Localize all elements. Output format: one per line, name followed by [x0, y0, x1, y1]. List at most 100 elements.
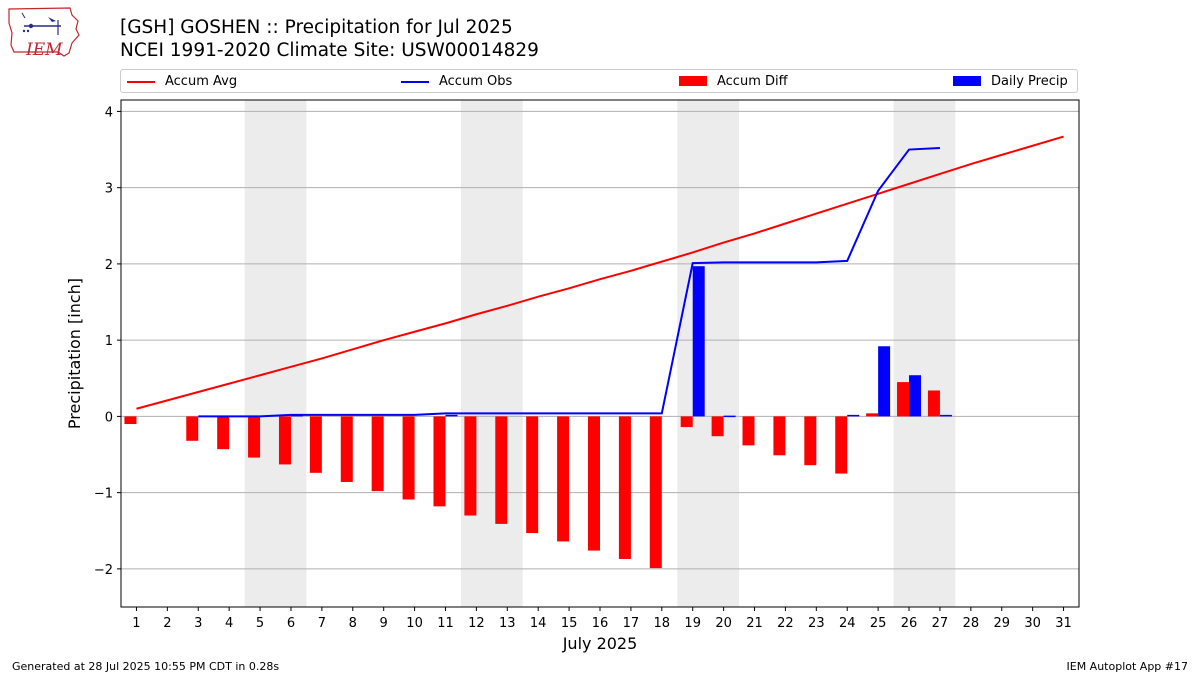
chart-subtitle: NCEI 1991-2020 Climate Site: USW00014829: [120, 40, 539, 61]
x-tick-label: 30: [1024, 616, 1041, 631]
legend-label: Daily Precip: [991, 74, 1068, 89]
accum-diff-bar: [124, 416, 137, 425]
accum-diff-bar: [248, 416, 261, 458]
x-tick-label: 25: [870, 616, 887, 631]
y-tick-label: −1: [94, 487, 113, 502]
accum-diff-bar: [680, 416, 693, 428]
x-tick-label: 19: [684, 616, 701, 631]
x-tick-label: 3: [194, 616, 202, 631]
x-tick-label: 13: [499, 616, 516, 631]
accum-diff-bar: [618, 416, 631, 559]
chart-title: [GSH] GOSHEN :: Precipitation for Jul 20…: [120, 17, 513, 38]
accum-diff-bar: [217, 416, 230, 450]
x-tick-label: 5: [256, 616, 264, 631]
accum-diff-bar: [742, 416, 755, 446]
legend-swatch-accum-avg: [127, 81, 155, 83]
x-tick-label: 10: [406, 616, 423, 631]
accum-diff-bar: [495, 416, 508, 524]
legend-item-accum-obs: Accum Obs: [401, 73, 601, 91]
accum-diff-bar: [927, 390, 940, 417]
x-tick-label: 9: [380, 616, 388, 631]
app-credit: IEM Autoplot App #17: [1066, 660, 1189, 673]
x-tick-label: 2: [163, 616, 171, 631]
x-tick-label: 8: [349, 616, 357, 631]
daily-precip-bar: [847, 414, 860, 417]
y-tick-label: 0: [105, 410, 113, 425]
x-tick-label: 28: [963, 616, 980, 631]
accum-diff-bar: [402, 416, 415, 500]
legend-item-accum-avg: Accum Avg: [127, 73, 327, 91]
accum-diff-bar: [464, 416, 477, 516]
accum-diff-bar: [649, 416, 662, 569]
legend-swatch-daily-precip: [953, 76, 981, 86]
accum-diff-bar: [835, 416, 848, 474]
accum-diff-bar: [866, 413, 879, 417]
x-tick-label: 18: [654, 616, 671, 631]
accum-diff-bar: [278, 416, 291, 465]
legend-label: Accum Obs: [439, 74, 513, 89]
daily-precip-bar: [445, 414, 458, 417]
x-tick-label: 17: [623, 616, 640, 631]
y-tick-label: 1: [105, 334, 113, 349]
daily-precip-bar: [723, 415, 736, 418]
x-tick-label: 11: [437, 616, 454, 631]
accum-avg-line: [136, 135, 1064, 410]
accum-obs-line: [198, 147, 940, 418]
y-tick-label: 4: [105, 105, 113, 120]
y-tick-label: −2: [94, 563, 113, 578]
x-tick-label: 31: [1055, 616, 1072, 631]
legend-label: Accum Diff: [717, 74, 788, 89]
iowa-map-icon: [8, 7, 80, 57]
daily-precip-bar: [692, 266, 705, 417]
weekend-band: [677, 100, 740, 607]
x-tick-label: 7: [318, 616, 326, 631]
x-tick-label: 15: [561, 616, 578, 631]
daily-precip-bar: [878, 346, 891, 417]
x-tick-label: 20: [715, 616, 732, 631]
accum-diff-bar: [557, 416, 570, 542]
daily-precip-bar: [939, 414, 952, 417]
accum-diff-bar: [340, 416, 353, 482]
x-tick-label: 23: [808, 616, 825, 631]
iem-logo: IEM: [6, 5, 82, 60]
accum-diff-bar: [588, 416, 600, 551]
weekend-band: [893, 100, 956, 607]
x-tick-label: 21: [746, 616, 763, 631]
weekend-band: [244, 100, 307, 607]
legend-label: Accum Avg: [165, 74, 238, 89]
x-tick-label: 29: [993, 616, 1010, 631]
logo-text: IEM: [26, 40, 63, 60]
x-tick-label: 22: [777, 616, 794, 631]
chart-legend: Accum Avg Accum Obs Accum Diff Daily Pre…: [120, 69, 1078, 93]
accum-diff-bar: [773, 416, 786, 456]
x-tick-label: 27: [932, 616, 949, 631]
y-axis-label: Precipitation [inch]: [65, 278, 84, 429]
x-tick-label: 26: [901, 616, 918, 631]
accum-diff-bar: [186, 416, 199, 441]
accum-diff-bar: [711, 416, 724, 437]
daily-precip-bar: [909, 375, 922, 417]
legend-swatch-accum-obs: [401, 81, 429, 83]
x-tick-label: 24: [839, 616, 856, 631]
x-tick-label: 1: [132, 616, 140, 631]
legend-item-accum-diff: Accum Diff: [679, 73, 879, 91]
legend-swatch-accum-diff: [679, 76, 707, 86]
x-tick-label: 14: [530, 616, 547, 631]
accum-diff-bar: [804, 416, 817, 466]
x-tick-label: 12: [468, 616, 485, 631]
accum-diff-bar: [897, 382, 910, 417]
accum-diff-bar: [309, 416, 322, 473]
accum-diff-bar: [371, 416, 384, 492]
accum-diff-bar: [433, 416, 446, 507]
x-tick-label: 4: [225, 616, 233, 631]
x-tick-label: 6: [287, 616, 295, 631]
x-axis-label: July 2025: [562, 634, 638, 653]
y-tick-label: 3: [105, 182, 113, 197]
legend-item-daily-precip: Daily Precip: [953, 73, 1077, 91]
y-tick-label: 2: [105, 258, 113, 273]
generated-timestamp: Generated at 28 Jul 2025 10:55 PM CDT in…: [12, 660, 280, 673]
x-tick-label: 16: [592, 616, 609, 631]
accum-diff-bar: [526, 416, 539, 534]
